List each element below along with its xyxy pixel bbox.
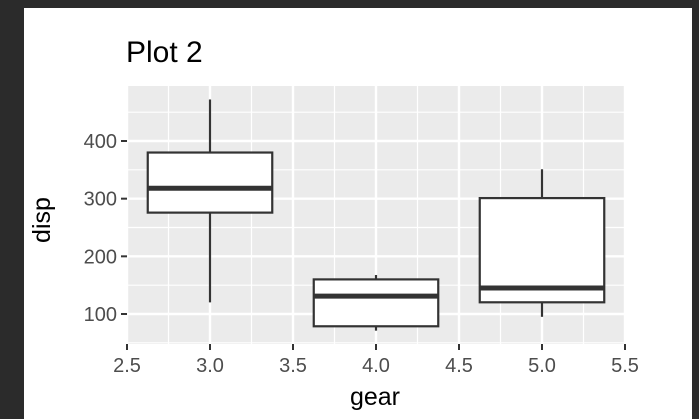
interquartile-box	[478, 196, 606, 304]
x-axis-title: gear	[350, 383, 400, 411]
interquartile-box	[312, 278, 440, 328]
axes: 2.5 3.0 3.5 4.0 4.5 5.0 5.5 100 200 300 400	[84, 131, 639, 377]
box-series	[146, 99, 606, 331]
x-tick-label: 4.5	[445, 355, 473, 377]
y-tick-label: 400	[84, 131, 117, 153]
y-axis-title: disp	[28, 197, 56, 243]
x-tick-label: 5.0	[528, 355, 556, 377]
box-gear-5	[478, 169, 606, 317]
boxplot-chart: Plot 2 2.5 3.0 3.5 4.0 4.5 5.0 5.5 100 200 300 400…	[28, 36, 639, 411]
x-tick-label: 2.5	[113, 355, 141, 377]
x-tick-label: 3.0	[196, 355, 224, 377]
y-tick-label: 100	[84, 304, 117, 326]
x-tick-label: 5.5	[611, 355, 639, 377]
interquartile-box	[146, 151, 274, 214]
box-gear-3	[146, 99, 274, 303]
y-tick-label: 200	[84, 246, 117, 268]
x-tick-label: 4.0	[362, 355, 390, 377]
chart-title: Plot 2	[126, 36, 203, 69]
y-tick-label: 300	[84, 189, 117, 211]
x-tick-label: 3.5	[279, 355, 307, 377]
box-gear-4	[312, 275, 440, 331]
chart-card: Plot 2 2.5 3.0 3.5 4.0 4.5 5.0 5.5 100 200 300 400…	[24, 8, 692, 419]
